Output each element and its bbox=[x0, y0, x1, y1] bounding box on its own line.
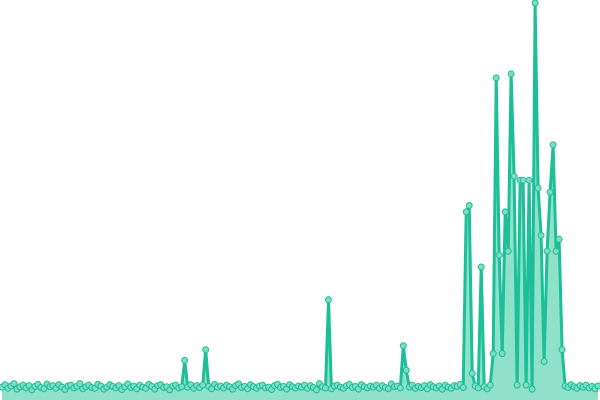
data-point bbox=[558, 346, 566, 354]
data-point bbox=[528, 385, 536, 393]
data-point bbox=[510, 172, 518, 180]
data-point bbox=[504, 247, 512, 255]
data-point bbox=[474, 384, 482, 392]
data-point bbox=[10, 380, 18, 388]
data-point bbox=[522, 381, 530, 389]
data-point bbox=[546, 188, 554, 196]
data-point bbox=[543, 247, 551, 255]
data-point bbox=[501, 208, 509, 216]
data-point bbox=[540, 358, 548, 366]
data-point bbox=[202, 346, 210, 354]
data-point bbox=[199, 381, 207, 389]
data-point bbox=[537, 231, 545, 239]
data-point bbox=[492, 74, 500, 82]
series-area bbox=[2, 3, 598, 400]
data-point bbox=[324, 296, 332, 304]
data-point bbox=[507, 70, 515, 78]
data-point bbox=[552, 247, 560, 255]
data-point bbox=[594, 382, 600, 390]
data-point bbox=[525, 176, 533, 184]
data-point bbox=[555, 235, 563, 243]
data-point bbox=[534, 184, 542, 192]
data-point bbox=[477, 263, 485, 271]
data-point bbox=[513, 381, 521, 389]
data-point bbox=[399, 342, 407, 350]
data-point bbox=[181, 356, 189, 364]
data-point bbox=[76, 380, 84, 388]
data-point bbox=[468, 369, 476, 377]
data-point bbox=[465, 202, 473, 210]
data-point bbox=[462, 208, 470, 216]
data-point bbox=[519, 176, 527, 184]
data-point bbox=[178, 383, 186, 391]
data-point bbox=[486, 381, 494, 389]
data-point bbox=[498, 350, 506, 358]
data-point bbox=[396, 384, 404, 392]
data-point bbox=[495, 251, 503, 259]
data-point bbox=[489, 350, 497, 358]
data-point bbox=[459, 384, 467, 392]
data-point bbox=[531, 0, 539, 7]
data-point bbox=[549, 141, 557, 149]
data-point bbox=[321, 384, 329, 392]
data-point bbox=[402, 366, 410, 374]
data-point bbox=[312, 386, 320, 394]
